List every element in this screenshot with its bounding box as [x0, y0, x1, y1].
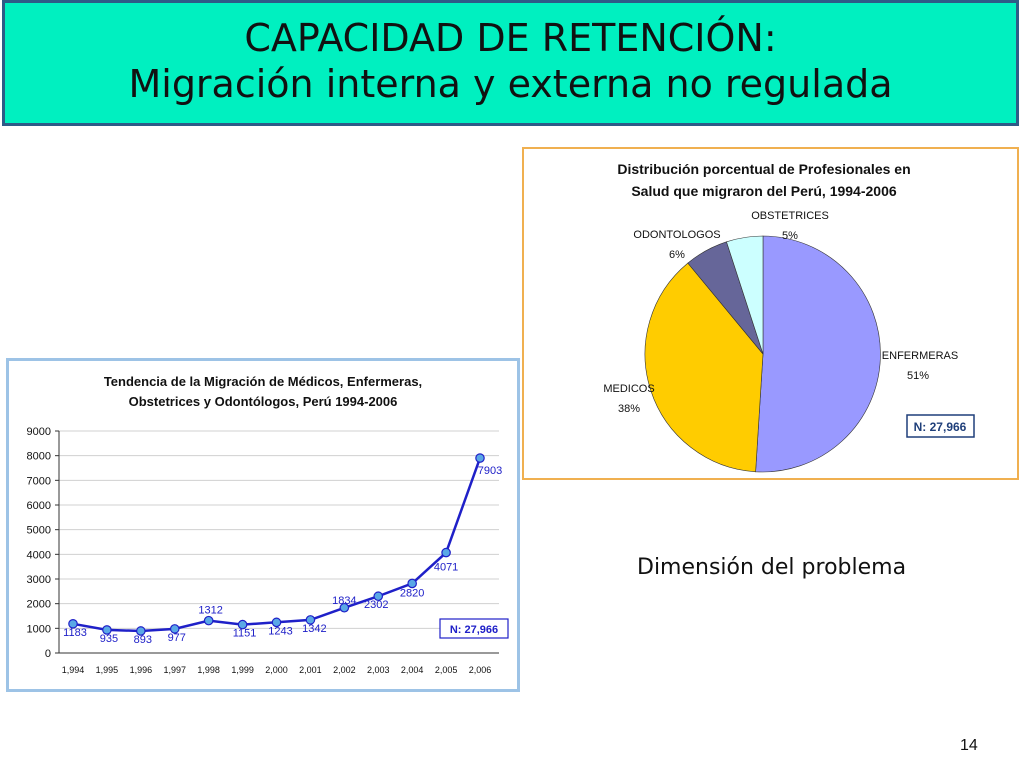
- y-tick-label: 8000: [27, 451, 51, 463]
- y-tick-label: 6000: [27, 500, 51, 512]
- x-tick-label: 1,997: [163, 665, 186, 675]
- slide-title-line2: Migración interna y externa no regulada: [128, 62, 893, 106]
- line-n-annotation: N: 27,966: [450, 624, 498, 636]
- x-tick-label: 1,999: [231, 665, 254, 675]
- pie-label-name: ODONTOLOGOS: [633, 229, 720, 241]
- data-label: 935: [100, 633, 118, 645]
- y-tick-label: 1000: [27, 623, 51, 635]
- data-label: 4071: [434, 562, 458, 574]
- data-label: 1151: [233, 628, 257, 640]
- pie-chart: Distribución porcentual de Profesionales…: [603, 161, 975, 473]
- y-tick-label: 2000: [27, 599, 51, 611]
- line-chart-frame: Tendencia de la Migración de Médicos, En…: [6, 358, 520, 692]
- pie-label-percent: 5%: [782, 230, 798, 242]
- pie-label-percent: 51%: [907, 370, 929, 382]
- data-label: 1342: [302, 623, 326, 635]
- pie-label-name: MEDICOS: [603, 383, 654, 395]
- x-tick-label: 2,001: [299, 665, 322, 675]
- slide-title-line1: CAPACIDAD DE RETENCIÓN:: [244, 16, 777, 60]
- pie-label-percent: 6%: [669, 249, 685, 261]
- y-tick-label: 0: [45, 648, 51, 660]
- data-label: 7903: [478, 465, 502, 477]
- line-point: [203, 615, 214, 626]
- pie-label-name: OBSTETRICES: [751, 210, 829, 222]
- data-label: 2302: [364, 599, 388, 611]
- line-point: [407, 578, 417, 589]
- page-number: 14: [960, 737, 978, 754]
- line-point: [475, 453, 485, 463]
- line-point: [373, 591, 384, 602]
- pie-chart-frame: Distribución porcentual de Profesionales…: [522, 147, 1019, 480]
- x-tick-label: 2,005: [435, 665, 458, 675]
- y-tick-label: 4000: [27, 549, 51, 561]
- y-tick-label: 3000: [27, 574, 51, 586]
- line-point: [237, 619, 248, 630]
- line-point: [305, 615, 316, 625]
- y-tick-label: 7000: [27, 475, 51, 487]
- x-tick-label: 1,994: [62, 665, 85, 675]
- line-chart-title-line2: Obstetrices y Odontólogos, Perú 1994-200…: [129, 394, 398, 409]
- y-tick-label: 5000: [27, 525, 51, 537]
- x-tick-label: 2,006: [469, 665, 492, 675]
- pie-slice: [726, 235, 764, 355]
- pie-chart-title-line1: Distribución porcentual de Profesionales…: [617, 161, 910, 177]
- data-label: 2820: [400, 587, 424, 599]
- x-tick-label: 2,003: [367, 665, 390, 675]
- x-tick-label: 2,000: [265, 665, 288, 675]
- line-point: [271, 617, 282, 628]
- line-series: [72, 457, 482, 633]
- x-tick-label: 1,995: [96, 665, 119, 675]
- line-chart-title-line1: Tendencia de la Migración de Médicos, En…: [104, 374, 422, 389]
- line-n-box: [439, 618, 509, 639]
- x-tick-label: 1,996: [130, 665, 153, 675]
- data-label: 893: [134, 634, 152, 646]
- data-label: 1834: [332, 595, 356, 607]
- line-point: [68, 619, 78, 629]
- line-point: [169, 624, 180, 634]
- pie-n-box: [906, 414, 975, 438]
- line-chart: Tendencia de la Migración de Médicos, En…: [27, 374, 509, 675]
- pie-label-percent: 38%: [618, 403, 640, 415]
- data-label: 1243: [268, 625, 292, 637]
- x-tick-label: 2,002: [333, 665, 356, 675]
- pie-label-name: ENFERMERAS: [882, 350, 958, 362]
- line-point: [102, 625, 112, 635]
- x-tick-label: 2,004: [401, 665, 424, 675]
- line-point: [441, 547, 451, 558]
- pie-n-annotation: N: 27,966: [914, 420, 967, 434]
- line-point: [339, 602, 350, 613]
- data-label: 1312: [198, 605, 222, 617]
- pie-slice: [644, 262, 764, 473]
- pie-chart-title-line2: Salud que migraron del Perú, 1994-2006: [631, 183, 897, 199]
- dimension-label: Dimensión del problema: [637, 555, 907, 580]
- title-banner: CAPACIDAD DE RETENCIÓN: Migración intern…: [2, 0, 1019, 126]
- line-point: [136, 626, 146, 636]
- data-label: 1183: [63, 627, 87, 639]
- data-label: 977: [168, 632, 186, 644]
- y-tick-label: 9000: [27, 426, 51, 438]
- pie-slice: [755, 235, 881, 473]
- x-tick-label: 1,998: [197, 665, 220, 675]
